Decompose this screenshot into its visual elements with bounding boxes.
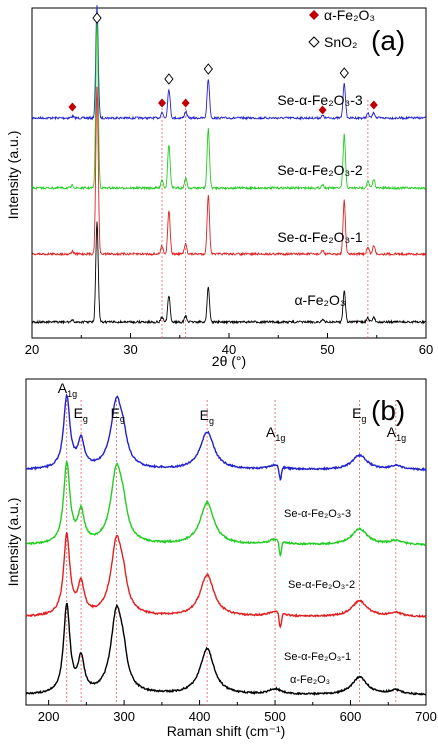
panel-b-xlabel: Raman shift (cm⁻¹) (167, 723, 286, 739)
panel-b-reference-lines (66, 400, 397, 705)
panel-a-series (31, 4, 427, 325)
raman-series-label: Se-α-Fe₂O₃-2 (288, 579, 355, 591)
panel-a-xlabel: 2θ (°) (212, 353, 246, 369)
mode-label: A1g (387, 424, 406, 443)
fe2o3-marker (158, 98, 167, 108)
sno2-marker (203, 63, 213, 75)
panel-a-x-ticks: 20 30 40 50 60 (25, 333, 433, 357)
xrd-series-line (31, 18, 426, 191)
mode-label: Eg (111, 405, 125, 424)
sno2-marker (339, 67, 349, 79)
x-tick-label: 500 (264, 709, 286, 724)
panel-a-markers (68, 12, 378, 115)
x-tick-label: 200 (38, 709, 60, 724)
fe2o3-marker (68, 102, 77, 112)
raman-series-line (25, 531, 427, 629)
x-tick-label: 50 (320, 342, 334, 357)
fe2o3-marker (318, 105, 327, 115)
panel-a-series-labels: Se-α-Fe₂O₃-3 Se-α-Fe₂O₃-2 Se-α-Fe₂O₃-1 α-Fe… (277, 92, 363, 308)
x-tick-label: 20 (25, 342, 39, 357)
legend-sno2-label: SnO₂ (324, 34, 357, 50)
panel-b-ylabel: Intensity (a.u.) (5, 498, 21, 587)
panel-b-x-ticks: 200 300 400 500 600 700 (38, 700, 437, 724)
panel-b-frame (25, 378, 427, 706)
panel-a-legend: α-Fe₂O₃ SnO₂ (308, 7, 375, 50)
xrd-series-label: Se-α-Fe₂O₃-1 (277, 229, 363, 245)
panel-a-label: (a) (371, 25, 405, 56)
raman-series-label: Se-α-Fe₂O₃-3 (284, 508, 351, 520)
x-tick-label: 600 (340, 709, 362, 724)
xrd-series-label: α-Fe₂O₃ (294, 292, 345, 308)
fe2o3-marker (369, 100, 378, 110)
legend-sno2-marker (308, 36, 320, 48)
x-tick-label: 400 (189, 709, 211, 724)
xrd-series-line (31, 4, 427, 121)
raman-series-label: α-Fe₂O₃ (290, 674, 330, 686)
legend-fe2o3-marker (309, 10, 319, 20)
fe2o3-marker (181, 98, 190, 108)
x-tick-label: 60 (419, 342, 433, 357)
x-tick-label: 40 (222, 342, 236, 357)
legend-fe2o3-label: α-Fe₂O₃ (324, 7, 375, 23)
panel-a-frame (31, 7, 427, 339)
xrd-series-line (31, 221, 427, 325)
mode-label: A1g (58, 380, 77, 399)
x-tick-label: 30 (123, 342, 137, 357)
panel-a-ylabel: Intensity (a.u.) (5, 131, 21, 220)
sno2-marker (92, 12, 102, 24)
x-tick-label: 300 (113, 709, 135, 724)
raman-series-label: Se-α-Fe₂O₃-1 (284, 651, 351, 663)
panel-a: Se-α-Fe₂O₃-3 Se-α-Fe₂O₃-2 Se-α-Fe₂O₃-1 α-Fe… (5, 4, 433, 369)
mode-label: Eg (200, 407, 214, 426)
panel-b-label: (b) (371, 395, 405, 426)
raman-series-line (25, 460, 427, 558)
panel-b-series-labels: Se-α-Fe₂O₃-3 Se-α-Fe₂O₃-2 Se-α-Fe₂O₃-1 α-Fe… (284, 508, 355, 686)
xrd-series-label: Se-α-Fe₂O₃-2 (277, 162, 363, 178)
panel-b-series (25, 393, 427, 697)
xrd-series-line (31, 86, 427, 257)
xrd-series-label: Se-α-Fe₂O₃-3 (277, 92, 363, 108)
raman-series-line (25, 602, 427, 697)
mode-label: A1g (266, 424, 285, 443)
sno2-marker (164, 73, 174, 85)
x-tick-label: 700 (415, 709, 437, 724)
raman-series-line (25, 393, 427, 482)
